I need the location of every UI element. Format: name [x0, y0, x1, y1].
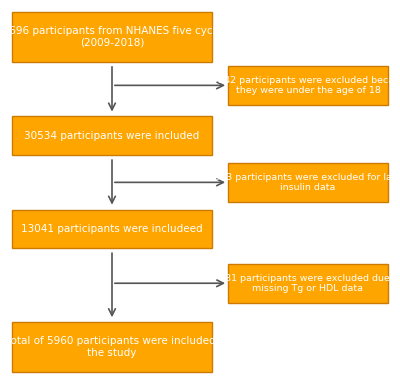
FancyBboxPatch shape	[12, 116, 212, 155]
Text: 19342 participants were excluded because
they were under the age of 18: 19342 participants were excluded because…	[206, 76, 400, 95]
FancyBboxPatch shape	[12, 12, 212, 62]
FancyBboxPatch shape	[228, 163, 388, 202]
FancyBboxPatch shape	[12, 210, 212, 248]
Text: 17313 participants were excluded for lack of
insulin data: 17313 participants were excluded for lac…	[202, 173, 400, 192]
Text: 30534 participants were included: 30534 participants were included	[24, 131, 200, 141]
Text: A total of 5960 participants were included in
the study: A total of 5960 participants were includ…	[0, 336, 228, 358]
FancyBboxPatch shape	[228, 264, 388, 303]
Text: 13041 participants were includeed: 13041 participants were includeed	[21, 224, 203, 234]
Text: 7081 participants were excluded due to
missing Tg or HDL data: 7081 participants were excluded due to m…	[213, 274, 400, 293]
FancyBboxPatch shape	[12, 322, 212, 372]
Text: 49696 participants from NHANES five cycles
(2009-2018): 49696 participants from NHANES five cycl…	[0, 26, 228, 48]
FancyBboxPatch shape	[228, 66, 388, 105]
